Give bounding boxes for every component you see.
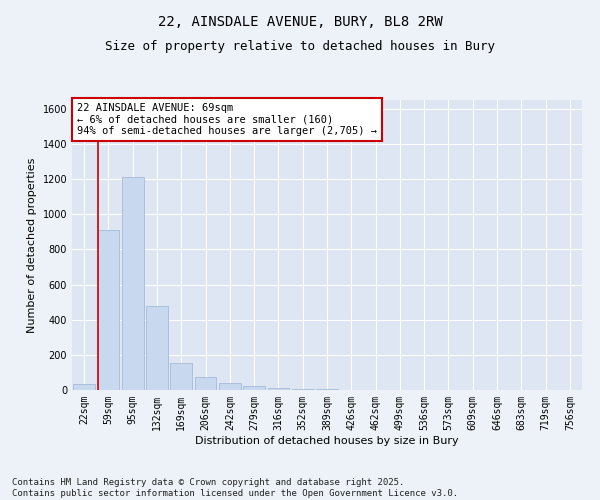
Bar [122, 178, 143, 390]
Bar [292, 389, 314, 390]
Text: 22, AINSDALE AVENUE, BURY, BL8 2RW: 22, AINSDALE AVENUE, BURY, BL8 2RW [158, 15, 442, 29]
Bar [243, 386, 265, 390]
Bar [194, 377, 217, 390]
Bar [73, 384, 95, 390]
X-axis label: Distribution of detached houses by size in Bury: Distribution of detached houses by size … [195, 436, 459, 446]
Bar [268, 388, 289, 390]
Bar [170, 363, 192, 390]
Y-axis label: Number of detached properties: Number of detached properties [27, 158, 37, 332]
Bar [146, 306, 168, 390]
Text: Size of property relative to detached houses in Bury: Size of property relative to detached ho… [105, 40, 495, 53]
Bar [97, 230, 119, 390]
Text: 22 AINSDALE AVENUE: 69sqm
← 6% of detached houses are smaller (160)
94% of semi-: 22 AINSDALE AVENUE: 69sqm ← 6% of detach… [77, 103, 377, 136]
Bar [219, 383, 241, 390]
Bar [316, 389, 338, 390]
Text: Contains HM Land Registry data © Crown copyright and database right 2025.
Contai: Contains HM Land Registry data © Crown c… [12, 478, 458, 498]
